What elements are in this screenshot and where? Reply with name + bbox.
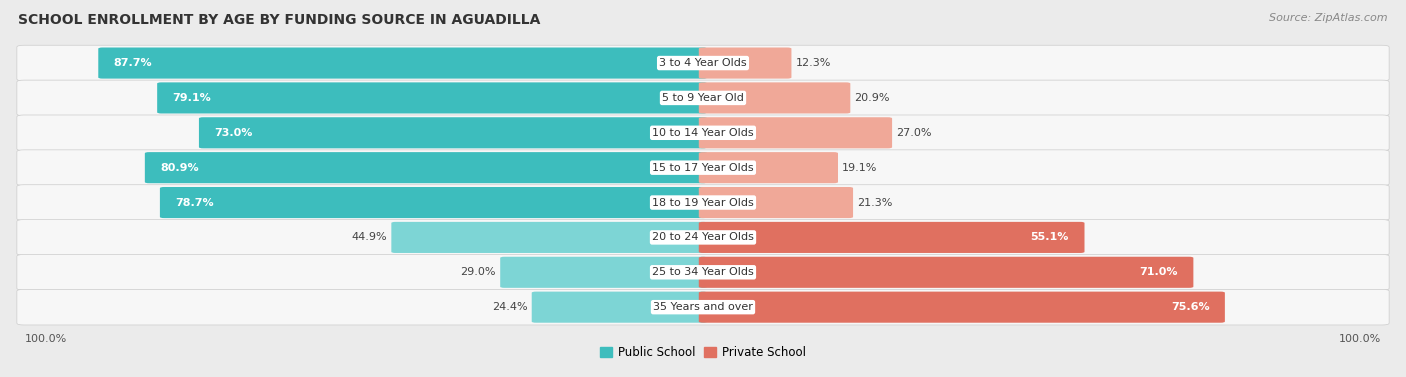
FancyBboxPatch shape xyxy=(699,152,838,183)
Text: 3 to 4 Year Olds: 3 to 4 Year Olds xyxy=(659,58,747,68)
Text: 18 to 19 Year Olds: 18 to 19 Year Olds xyxy=(652,198,754,208)
Text: 73.0%: 73.0% xyxy=(214,128,253,138)
FancyBboxPatch shape xyxy=(699,83,851,113)
Text: 100.0%: 100.0% xyxy=(1339,334,1381,344)
Text: 44.9%: 44.9% xyxy=(352,232,387,242)
Text: 15 to 17 Year Olds: 15 to 17 Year Olds xyxy=(652,162,754,173)
Text: 27.0%: 27.0% xyxy=(896,128,932,138)
FancyBboxPatch shape xyxy=(145,152,707,183)
FancyBboxPatch shape xyxy=(17,185,1389,220)
Text: 35 Years and over: 35 Years and over xyxy=(652,302,754,312)
Text: 25 to 34 Year Olds: 25 to 34 Year Olds xyxy=(652,267,754,277)
Text: 20 to 24 Year Olds: 20 to 24 Year Olds xyxy=(652,232,754,242)
Text: 21.3%: 21.3% xyxy=(858,198,893,208)
FancyBboxPatch shape xyxy=(157,83,707,113)
Text: 19.1%: 19.1% xyxy=(842,162,877,173)
FancyBboxPatch shape xyxy=(17,45,1389,81)
Text: 75.6%: 75.6% xyxy=(1171,302,1209,312)
Text: 80.9%: 80.9% xyxy=(160,162,198,173)
Text: 24.4%: 24.4% xyxy=(492,302,527,312)
FancyBboxPatch shape xyxy=(699,257,1194,288)
FancyBboxPatch shape xyxy=(17,290,1389,325)
Text: 87.7%: 87.7% xyxy=(114,58,152,68)
Legend: Public School, Private School: Public School, Private School xyxy=(595,341,811,363)
FancyBboxPatch shape xyxy=(198,117,707,149)
FancyBboxPatch shape xyxy=(699,117,891,149)
Text: 71.0%: 71.0% xyxy=(1139,267,1178,277)
Text: 78.7%: 78.7% xyxy=(176,198,214,208)
FancyBboxPatch shape xyxy=(17,219,1389,255)
FancyBboxPatch shape xyxy=(17,115,1389,151)
FancyBboxPatch shape xyxy=(531,292,707,323)
FancyBboxPatch shape xyxy=(98,48,707,79)
Text: 20.9%: 20.9% xyxy=(855,93,890,103)
FancyBboxPatch shape xyxy=(160,187,707,218)
FancyBboxPatch shape xyxy=(699,292,1225,323)
Text: 79.1%: 79.1% xyxy=(173,93,211,103)
Text: 100.0%: 100.0% xyxy=(25,334,67,344)
FancyBboxPatch shape xyxy=(17,150,1389,185)
FancyBboxPatch shape xyxy=(699,187,853,218)
Text: 5 to 9 Year Old: 5 to 9 Year Old xyxy=(662,93,744,103)
Text: SCHOOL ENROLLMENT BY AGE BY FUNDING SOURCE IN AGUADILLA: SCHOOL ENROLLMENT BY AGE BY FUNDING SOUR… xyxy=(18,13,541,27)
Text: 55.1%: 55.1% xyxy=(1031,232,1069,242)
FancyBboxPatch shape xyxy=(391,222,707,253)
Text: 12.3%: 12.3% xyxy=(796,58,831,68)
Text: 29.0%: 29.0% xyxy=(461,267,496,277)
FancyBboxPatch shape xyxy=(699,48,792,79)
Text: Source: ZipAtlas.com: Source: ZipAtlas.com xyxy=(1270,13,1388,23)
FancyBboxPatch shape xyxy=(17,80,1389,116)
FancyBboxPatch shape xyxy=(17,254,1389,290)
FancyBboxPatch shape xyxy=(699,222,1084,253)
FancyBboxPatch shape xyxy=(501,257,707,288)
Text: 10 to 14 Year Olds: 10 to 14 Year Olds xyxy=(652,128,754,138)
